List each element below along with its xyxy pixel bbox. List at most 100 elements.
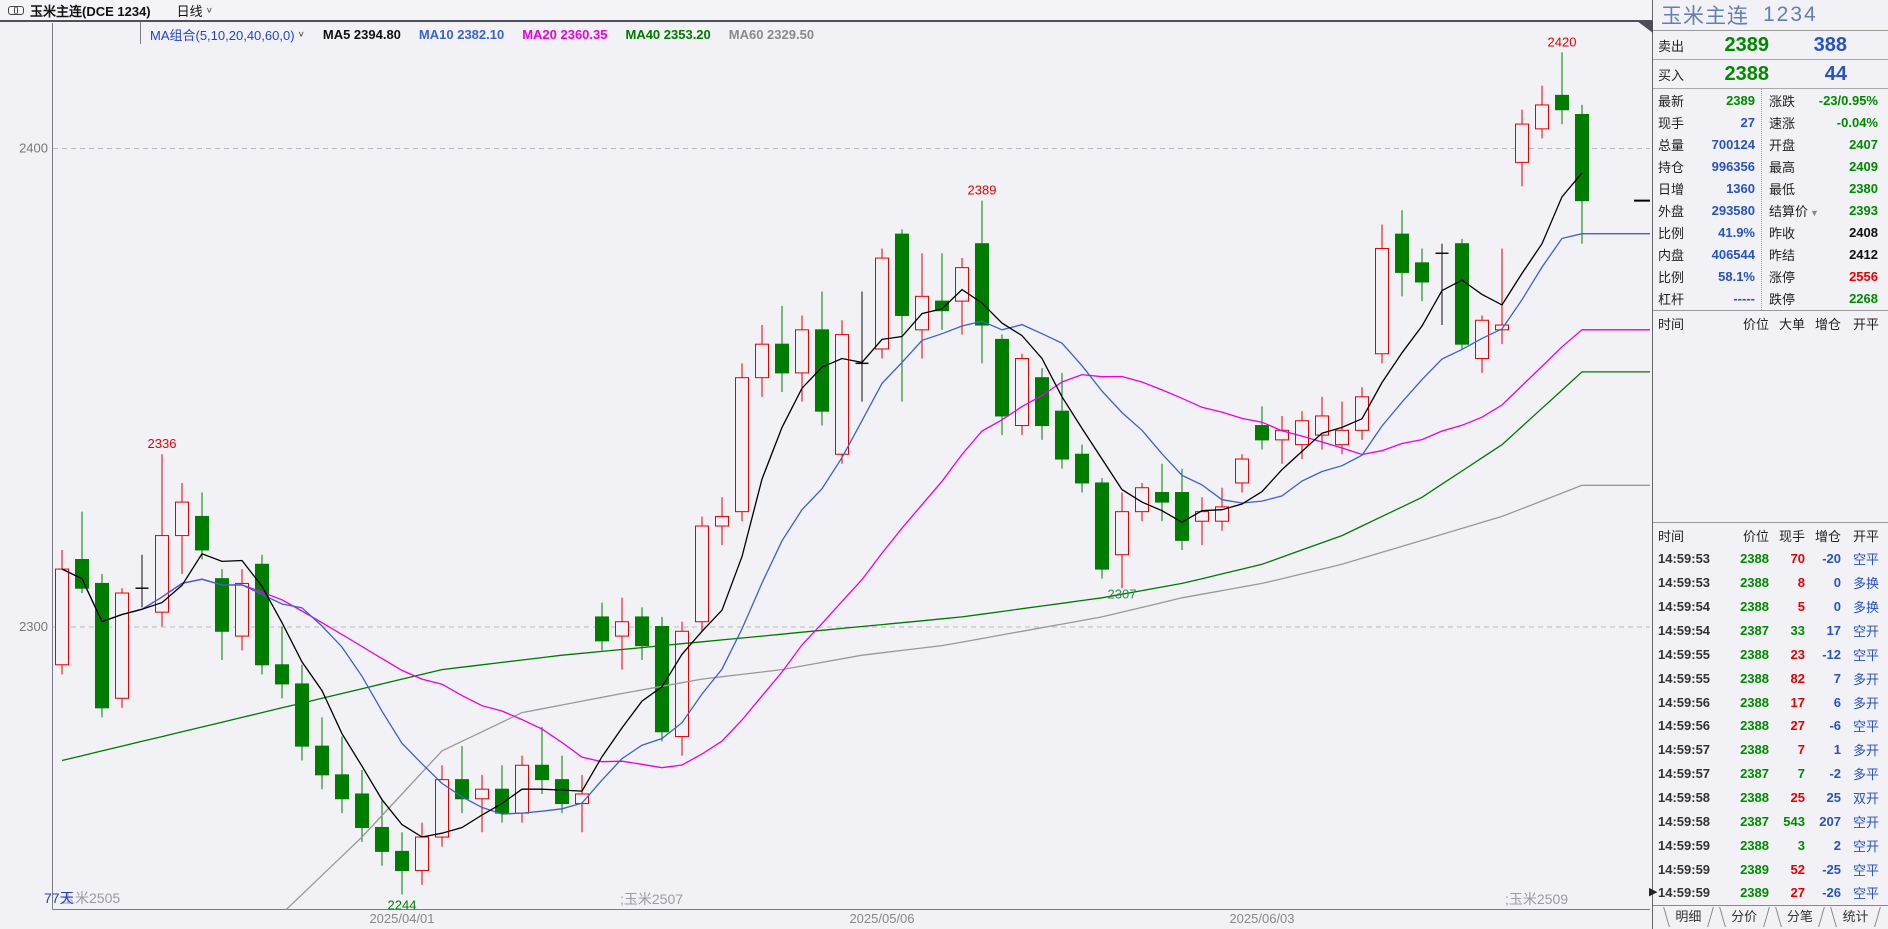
quote-value: 996356	[1711, 158, 1755, 174]
col-header: 价位	[1742, 316, 1769, 332]
ma-toolbar: MA组合(5,10,20,40,60,0) ∨ MA5 2394.80 MA10 …	[150, 24, 814, 44]
tick-row[interactable]: 14:59:54 2388 5 0 多换	[1658, 599, 1879, 616]
col-header: 开平	[1852, 528, 1879, 544]
link-icon	[8, 5, 24, 15]
quote-row-最高: 最高 2409	[1762, 155, 1888, 177]
quote-row-速涨: 速涨 -0.04%	[1762, 111, 1888, 133]
tab-统计[interactable]: 统计	[1832, 906, 1879, 928]
period-label: 日线	[176, 3, 203, 19]
col-header: 价位	[1742, 528, 1769, 544]
col-header: 现手	[1778, 528, 1805, 544]
svg-text:2025/05/06: 2025/05/06	[849, 911, 914, 926]
quote-value: 27	[1740, 114, 1755, 130]
tick-row[interactable]: 14:59:57 2388 7 1 多开	[1658, 742, 1879, 759]
quote-row-开盘: 开盘 2407	[1762, 133, 1888, 155]
tick-row[interactable]: 14:59:58 2388 25 25 双开	[1658, 790, 1879, 807]
quote-row-昨收: 昨收 2408	[1762, 222, 1888, 244]
instrument-name: 玉米主连	[1661, 5, 1749, 28]
col-header: 增仓	[1814, 528, 1841, 544]
contract-name: 玉米2505	[61, 890, 121, 906]
tick-row[interactable]: 14:59:56 2388 27 -6 空平	[1658, 718, 1879, 735]
quote-row-日增: 日增 1360	[1653, 177, 1761, 199]
ask-price: 2389	[1724, 33, 1770, 56]
panel-title: 玉米主连 1234	[1653, 0, 1888, 31]
svg-text:2025/04/01: 2025/04/01	[369, 911, 434, 926]
quote-row-持仓: 持仓 996356	[1653, 155, 1761, 177]
quote-row-最低: 最低 2380	[1762, 177, 1888, 199]
tick-row[interactable]: 14:59:54 2387 33 17 空开	[1658, 623, 1879, 639]
quote-panel: 玉米主连 1234 卖出 2389 388 买入 2388 44 最新 2389…	[1637, 0, 1888, 929]
days-count: 77天	[44, 890, 74, 906]
col-header: 时间	[1658, 316, 1685, 332]
ask-row[interactable]: 卖出 2389 388	[1653, 31, 1888, 60]
col-header: 开平	[1852, 316, 1879, 332]
svg-text:2389: 2389	[968, 183, 997, 198]
bid-row[interactable]: 买入 2388 44	[1653, 60, 1888, 89]
svg-text:2307: 2307	[1108, 586, 1137, 601]
big-order-header: 时间 价位 大单 增仓 开平	[1653, 311, 1888, 335]
tick-row[interactable]: 14:59:55 2388 23 -12 空平	[1658, 646, 1879, 663]
svg-text:2336: 2336	[148, 436, 177, 451]
ma-value-MA5: MA5 2394.80	[322, 26, 401, 42]
quote-row-比例: 比例 41.9%	[1653, 222, 1761, 244]
current-row-marker: ▶	[1649, 886, 1658, 899]
tick-row[interactable]: 14:59:57 2387 7 -2 多平	[1658, 766, 1879, 783]
quote-col-right: 涨跌 -23/0.95% 速涨 -0.04% 开盘 2407 最高 2409 最…	[1761, 89, 1888, 310]
quote-value: 2393	[1849, 203, 1878, 219]
toolbar-divider	[140, 22, 141, 44]
period-selector[interactable]: 日线 ∨	[177, 1, 213, 20]
tab-分笔[interactable]: 分笔	[1777, 906, 1824, 928]
big-order-list[interactable]	[1653, 335, 1888, 522]
contract-label-2507: ;玉米2507	[620, 891, 684, 907]
panel-tabs: 明细 分价 分笔 统计	[1653, 905, 1888, 928]
quote-value: 41.9%	[1718, 225, 1755, 241]
quote-row-结算价: 结算价 ▼ 2393	[1762, 199, 1888, 221]
quote-value: 700124	[1711, 136, 1755, 152]
quote-value: 2407	[1849, 136, 1878, 152]
quote-value: 2412	[1849, 247, 1878, 263]
quote-value: 2380	[1849, 180, 1878, 196]
quote-value: 58.1%	[1718, 269, 1755, 285]
tick-row[interactable]: 14:59:58 2387 543 207 空开	[1658, 813, 1879, 830]
panel-collapse-triangle[interactable]	[1637, 21, 1653, 33]
tick-row[interactable]: 14:59:53 2388 70 -20 空平	[1658, 551, 1879, 568]
tab-分价[interactable]: 分价	[1721, 906, 1768, 928]
contract-label-2509: ;玉米2509	[1505, 891, 1569, 907]
quote-value: 293580	[1711, 203, 1755, 219]
contract-label-2505: 玉米2505 77天	[44, 888, 174, 906]
quote-row-现手: 现手 27	[1653, 111, 1761, 133]
col-header: 增仓	[1814, 316, 1841, 332]
tick-row[interactable]: 14:59:55 2388 82 7 多开	[1658, 670, 1879, 687]
quote-value: 2268	[1849, 291, 1878, 307]
tick-row[interactable]: 14:59:56 2388 17 6 多开	[1658, 694, 1879, 711]
svg-text:2420: 2420	[1548, 34, 1577, 49]
col-header: 大单	[1778, 316, 1805, 332]
tab-明细[interactable]: 明细	[1665, 906, 1712, 928]
svg-text:2400: 2400	[19, 141, 48, 156]
tick-row[interactable]: 14:59:59 2389 52 -25 空平	[1658, 861, 1879, 878]
quote-value: -0.04%	[1836, 114, 1878, 130]
ma-combo-selector[interactable]: MA组合(5,10,20,40,60,0) ∨	[150, 27, 305, 43]
col-header: 时间	[1658, 528, 1685, 544]
ask-size: 388	[1813, 33, 1847, 56]
chevron-down-icon: ∨	[297, 29, 305, 39]
bid-price: 2388	[1724, 62, 1770, 85]
tick-row[interactable]: ▶ 14:59:59 2389 27 -26 空平	[1649, 885, 1879, 902]
quote-row-杠杆: 杠杆 -----	[1653, 288, 1761, 310]
svg-text:2244: 2244	[388, 897, 417, 912]
candlestick-chart[interactable]: 2400 2300 2025/04/01 2025/05/06 2025/06/03 23…	[0, 0, 1652, 929]
ma-value-MA40: MA40 2353.20	[625, 26, 711, 42]
tick-list[interactable]: 14:59:53 2388 70 -20 空平 14:59:53 2388 8 …	[1649, 547, 1888, 905]
quote-value: -----	[1733, 291, 1755, 307]
quote-value: 2556	[1849, 269, 1878, 285]
chevron-down-icon: ▼	[1810, 208, 1819, 219]
ma-value-MA60: MA60 2329.50	[728, 26, 815, 42]
ma-value-MA20: MA20 2360.35	[522, 26, 608, 42]
chart-titlebar: 玉米主连(DCE 1234) 日线 ∨	[0, 0, 1652, 22]
tick-row[interactable]: 14:59:53 2388 8 0 多换	[1658, 575, 1879, 592]
quote-grid: 最新 2389 现手 27 总量 700124 持仓 996356 日增 136…	[1653, 89, 1888, 310]
quote-value: 2389	[1726, 92, 1755, 108]
tick-row[interactable]: 14:59:59 2388 3 2 空开	[1658, 837, 1879, 854]
quote-row-外盘: 外盘 293580	[1653, 199, 1761, 221]
